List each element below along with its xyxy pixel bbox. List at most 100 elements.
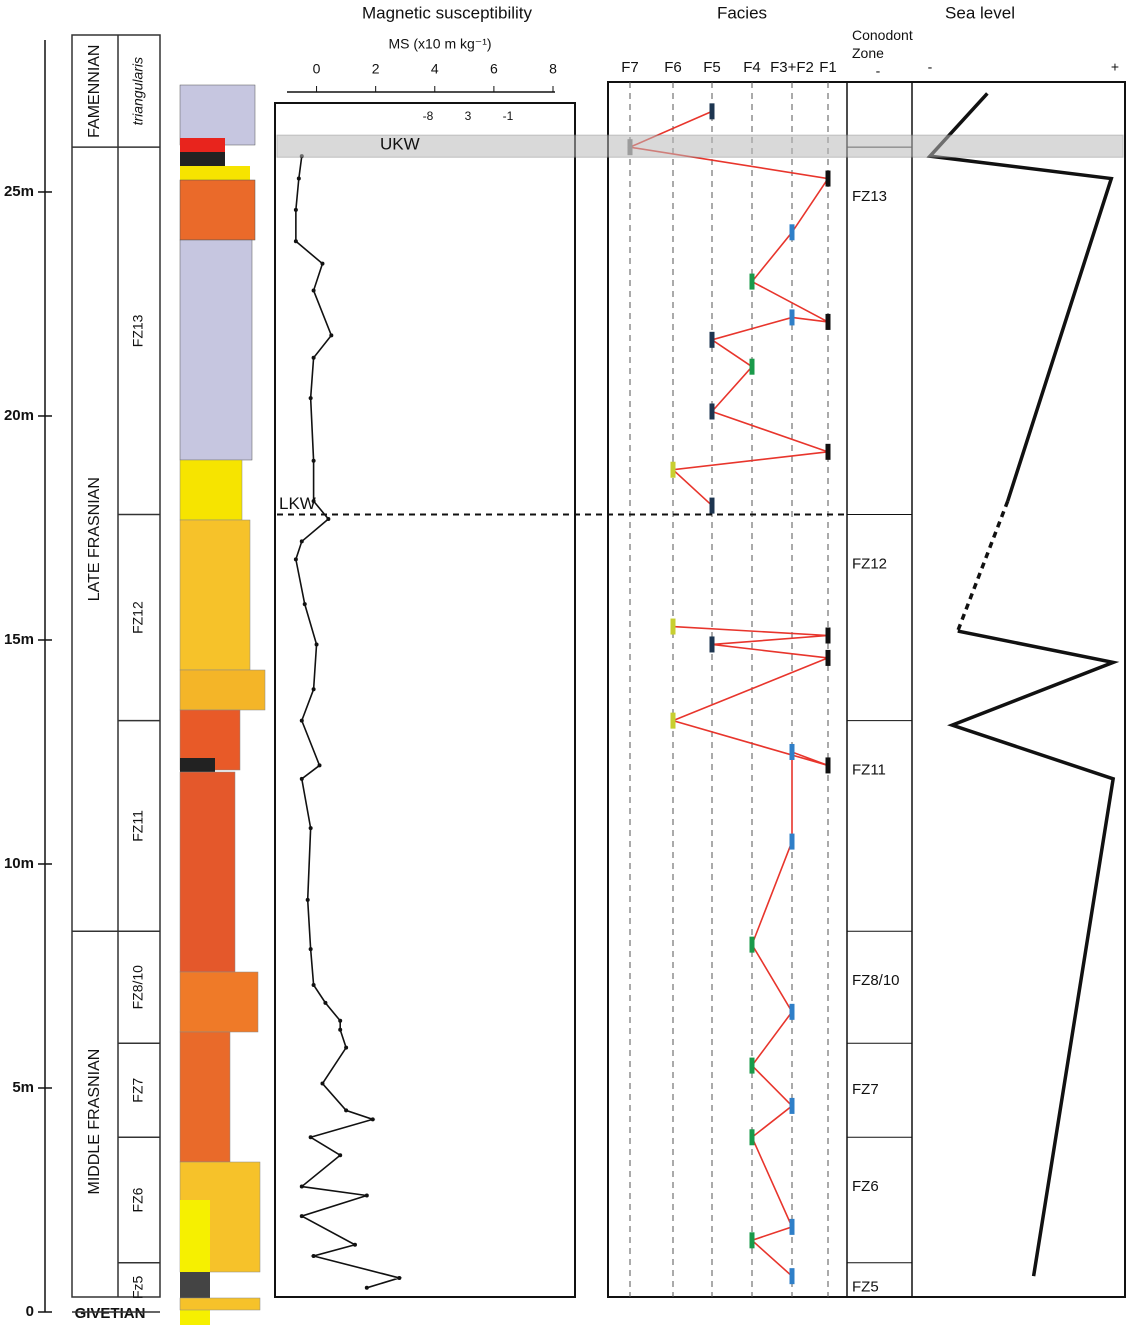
ms-point bbox=[338, 1027, 343, 1032]
ms-point bbox=[329, 333, 334, 338]
x-tick-label: 6 bbox=[490, 61, 498, 77]
ms-point bbox=[344, 1108, 349, 1113]
facies-mark bbox=[709, 103, 715, 120]
ms-point bbox=[305, 897, 310, 902]
facies-mark bbox=[789, 309, 795, 326]
facies-mark bbox=[825, 443, 831, 460]
facies-mark bbox=[789, 1003, 795, 1020]
y-tick-label: 0 bbox=[26, 1303, 34, 1320]
ms-curve bbox=[295, 156, 403, 1289]
ms-point bbox=[311, 355, 316, 360]
ms-point bbox=[323, 1000, 328, 1005]
facies-frame bbox=[607, 81, 1126, 1298]
ms-point bbox=[344, 1045, 349, 1050]
zone-label: Fz5 bbox=[130, 1275, 146, 1299]
ukw-band bbox=[276, 134, 1124, 158]
facies-mark bbox=[789, 1097, 795, 1114]
ms-point bbox=[308, 826, 313, 831]
facies-mark bbox=[749, 1232, 755, 1249]
ms-sublabel: -8 bbox=[423, 109, 434, 123]
ms-point bbox=[311, 982, 316, 987]
facies-mark bbox=[789, 1218, 795, 1235]
ms-point bbox=[364, 1285, 369, 1290]
facies-mark bbox=[670, 461, 676, 478]
ms-point bbox=[302, 602, 307, 607]
zone-label: FZ13 bbox=[130, 314, 146, 347]
facies-mark bbox=[749, 1129, 755, 1146]
facies-label: F4 bbox=[743, 59, 761, 76]
ms-point bbox=[311, 288, 316, 293]
ms-point bbox=[308, 947, 313, 952]
ms-point bbox=[296, 176, 301, 181]
ms-axis-label: MS (x10 m kg⁻¹) bbox=[388, 36, 491, 52]
ms-point bbox=[308, 1135, 313, 1140]
ms-point bbox=[320, 1081, 325, 1086]
facies-label: F1 bbox=[819, 59, 837, 76]
conodont-zone-label: FZ6 bbox=[852, 1178, 879, 1195]
ms-point bbox=[299, 539, 304, 544]
facies-mark bbox=[709, 497, 715, 514]
ms-point bbox=[338, 1153, 343, 1158]
y-tick-label: 20m bbox=[4, 407, 34, 424]
zone-label: FZ6 bbox=[130, 1187, 146, 1212]
ms-point bbox=[326, 517, 331, 522]
facies-mark bbox=[825, 313, 831, 330]
ms-point bbox=[311, 499, 316, 504]
facies-label: F3+F2 bbox=[770, 59, 814, 76]
ms-point bbox=[397, 1275, 402, 1280]
lithology-column bbox=[179, 84, 266, 1325]
zone-label: triangularis bbox=[130, 57, 146, 125]
annotation: UKW bbox=[380, 135, 420, 154]
facies-mark bbox=[789, 833, 795, 850]
zone-label: FZ8/10 bbox=[130, 965, 146, 1010]
y-tick-label: 10m bbox=[4, 855, 34, 872]
y-tick-label: 15m bbox=[4, 631, 34, 648]
facies-mark bbox=[825, 627, 831, 644]
ms-sublabel: -1 bbox=[503, 109, 514, 123]
zone-label: FZ7 bbox=[130, 1078, 146, 1103]
sea-level-curve bbox=[926, 92, 1120, 1277]
sea-level-title: Sea level bbox=[945, 3, 1015, 22]
facies-mark bbox=[670, 712, 676, 729]
facies-label: F6 bbox=[664, 59, 682, 76]
facies-mark bbox=[749, 273, 755, 290]
ms-point bbox=[364, 1193, 369, 1198]
gap-connector bbox=[956, 500, 1010, 632]
ms-point bbox=[311, 458, 316, 463]
conodont-zone-label: FZ5 bbox=[852, 1278, 879, 1295]
y-tick-label: 25m bbox=[4, 183, 34, 200]
ms-point bbox=[299, 1214, 304, 1219]
y-tick-label: 5m bbox=[12, 1079, 34, 1096]
stage-label: MIDDLE FRASNIAN bbox=[86, 1049, 103, 1195]
ms-point bbox=[308, 396, 313, 401]
ms-point bbox=[338, 1018, 343, 1023]
x-tick-label: 8 bbox=[549, 61, 557, 77]
facies-mark bbox=[749, 936, 755, 953]
ms-point bbox=[320, 261, 325, 266]
conodont-zone-label: FZ11 bbox=[852, 762, 886, 779]
facies-mark bbox=[749, 1057, 755, 1074]
facies-mark bbox=[670, 618, 676, 635]
annotation: LKW bbox=[279, 494, 316, 513]
facies-mark bbox=[709, 403, 715, 420]
sea-level-low: - bbox=[928, 59, 933, 75]
facies-mark bbox=[749, 358, 755, 375]
strat-frame bbox=[71, 34, 161, 1298]
facies-label: F7 bbox=[621, 59, 639, 76]
facies-mark bbox=[825, 170, 831, 187]
ms-point bbox=[299, 776, 304, 781]
zone-label: FZ11 bbox=[130, 810, 146, 842]
ms-point bbox=[293, 239, 298, 244]
ms-point bbox=[293, 207, 298, 212]
ms-frame bbox=[274, 102, 576, 1298]
conodont-zone-label: FZ8/10 bbox=[852, 972, 900, 989]
ms-point bbox=[293, 557, 298, 562]
ms-point bbox=[299, 1184, 304, 1189]
facies-mark bbox=[789, 743, 795, 760]
ms-point bbox=[314, 642, 319, 647]
facies-mark bbox=[709, 331, 715, 348]
x-tick-label: 0 bbox=[313, 61, 321, 77]
facies-mark bbox=[709, 636, 715, 653]
ms-point bbox=[311, 687, 316, 692]
ms-point bbox=[299, 718, 304, 723]
